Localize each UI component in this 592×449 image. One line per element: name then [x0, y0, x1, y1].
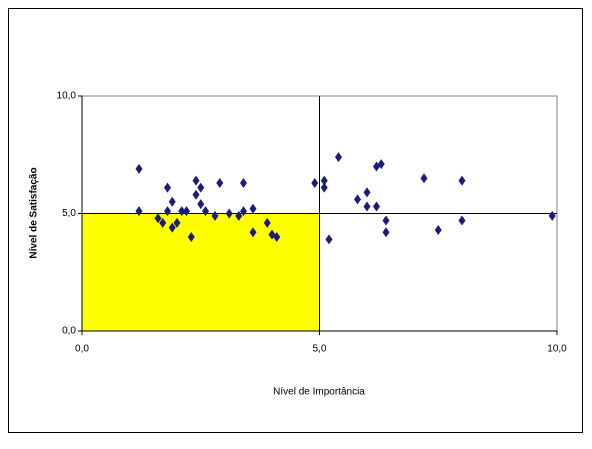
point	[335, 152, 342, 163]
point	[178, 206, 186, 217]
point	[548, 210, 556, 221]
y-tick-label: 0,0	[62, 326, 76, 337]
point	[249, 203, 257, 214]
x-tick-label: 5,0	[313, 344, 327, 355]
point	[382, 215, 390, 226]
point	[154, 213, 162, 224]
point	[211, 210, 219, 221]
point	[187, 232, 195, 242]
point	[197, 199, 205, 210]
point	[192, 175, 200, 186]
point	[168, 196, 176, 207]
y-axis-label: Nível de Satisfação	[29, 167, 40, 258]
point	[434, 224, 442, 235]
point	[320, 175, 328, 186]
point	[164, 206, 171, 217]
point	[225, 208, 233, 219]
point	[164, 182, 171, 193]
point	[377, 159, 385, 170]
y-tick-label: 5,0	[62, 208, 76, 219]
point	[458, 175, 466, 186]
point	[373, 201, 380, 212]
point	[240, 177, 247, 188]
point	[311, 177, 319, 188]
point	[159, 217, 167, 228]
point	[135, 163, 143, 174]
point	[273, 232, 281, 242]
point	[458, 215, 466, 226]
point	[168, 222, 176, 233]
x-tick-label: 0,0	[75, 344, 89, 355]
point	[363, 187, 371, 198]
point	[325, 234, 333, 245]
point	[192, 189, 200, 200]
point	[135, 206, 143, 217]
point	[320, 182, 328, 193]
point	[382, 227, 390, 238]
y-tick-label: 10,0	[57, 91, 77, 102]
point	[197, 182, 205, 193]
point	[354, 194, 361, 205]
point	[235, 210, 243, 221]
point	[240, 206, 247, 217]
point	[183, 206, 190, 217]
point	[173, 217, 181, 228]
highlight-quadrant	[82, 213, 320, 331]
point	[216, 177, 224, 188]
point	[249, 227, 257, 238]
x-tick-label: 10,0	[547, 344, 567, 355]
point	[202, 206, 209, 217]
x-axis-label: Nível de Importância	[273, 387, 365, 398]
point	[363, 201, 371, 212]
point	[420, 173, 428, 184]
point	[263, 217, 271, 228]
